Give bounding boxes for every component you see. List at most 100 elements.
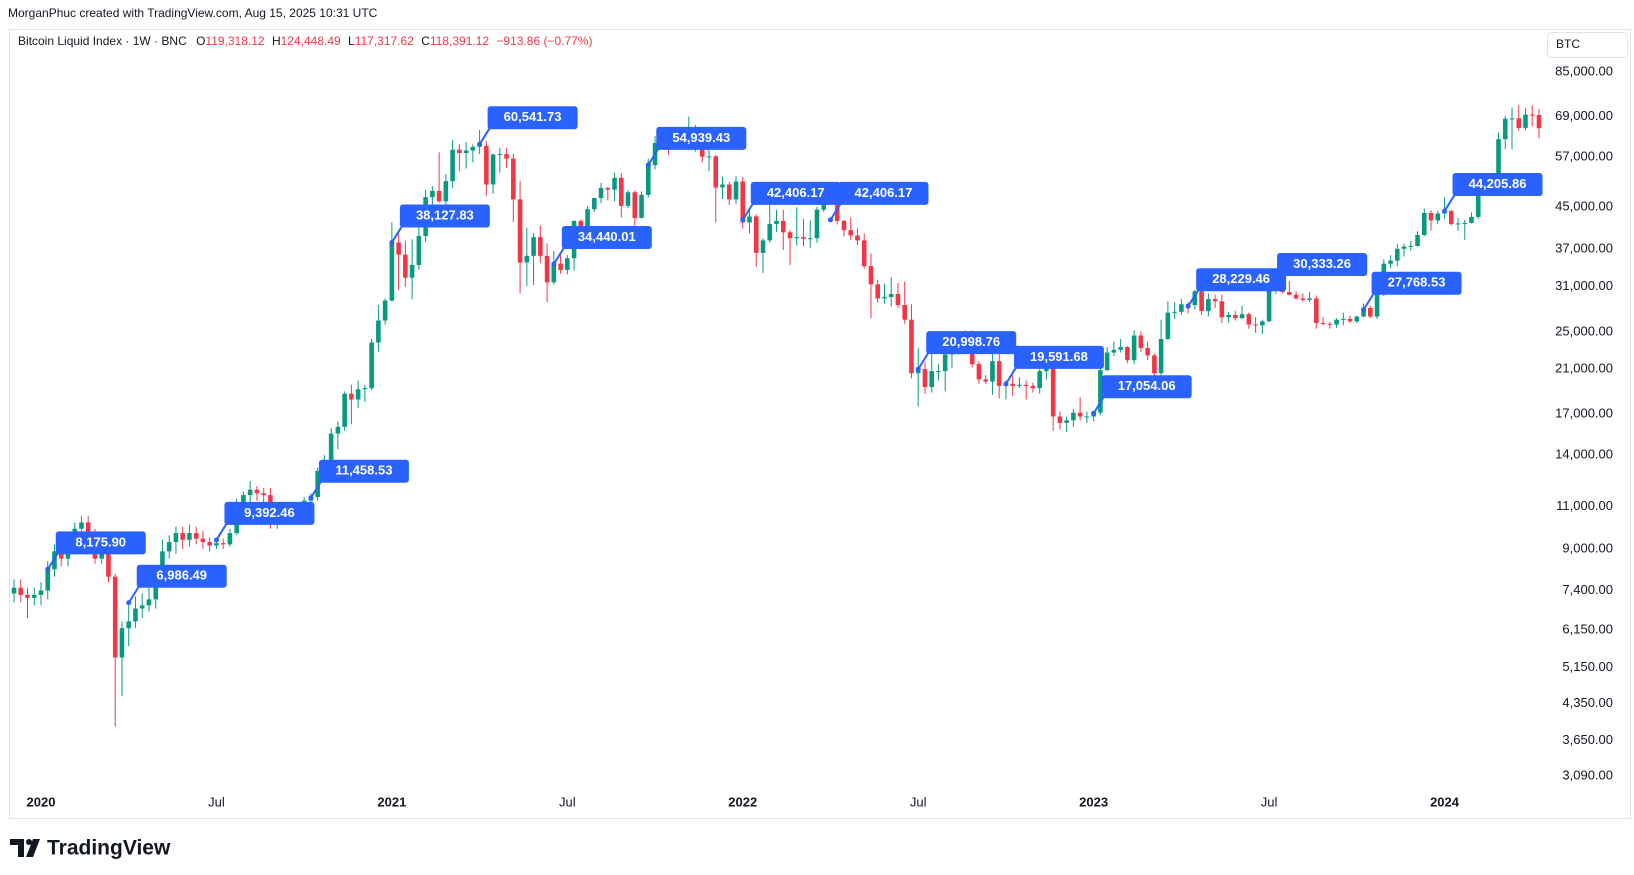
candle-body xyxy=(753,216,759,253)
annotation-label: 44,205.86 xyxy=(1469,176,1527,191)
candle-body xyxy=(1071,412,1076,421)
candle-body xyxy=(38,590,44,595)
candle-body xyxy=(369,342,374,389)
candle-body xyxy=(166,542,172,552)
candle-body xyxy=(1260,321,1265,326)
candle-body xyxy=(598,187,604,199)
candle-body xyxy=(1293,294,1299,299)
candle-body xyxy=(1374,294,1380,317)
annotation-box xyxy=(1196,268,1287,292)
candle-body xyxy=(875,284,881,299)
y-tick-label: 85,000.00 xyxy=(1555,64,1613,79)
candle-body xyxy=(1030,385,1036,389)
x-tick-label: 2021 xyxy=(377,794,406,809)
candle-body xyxy=(942,354,948,372)
candle-body xyxy=(1253,324,1258,326)
candle-body xyxy=(544,255,550,283)
candle-body xyxy=(1509,118,1515,120)
candle-body xyxy=(1010,383,1015,386)
candle-body xyxy=(119,628,125,658)
candle-body xyxy=(1368,308,1373,317)
candle-body xyxy=(1314,298,1319,323)
candle-body xyxy=(922,369,928,388)
y-tick-label: 69,000.00 xyxy=(1555,108,1613,123)
y-tick-label: 31,000.00 xyxy=(1555,278,1613,293)
annotation-box xyxy=(1013,345,1104,369)
candle-body xyxy=(1496,139,1501,178)
candle-body xyxy=(888,294,894,297)
annotation-box xyxy=(1277,253,1368,277)
annotation-leader xyxy=(1362,293,1375,311)
stat-key: H xyxy=(272,34,281,48)
candle-body xyxy=(355,389,361,400)
candle-body xyxy=(490,154,496,185)
candle-body xyxy=(936,371,941,373)
y-tick-label: 9,000.00 xyxy=(1562,540,1613,555)
candle-body xyxy=(1077,412,1083,417)
candle-body xyxy=(106,551,111,577)
y-tick-label: 11,000.00 xyxy=(1556,498,1613,513)
candle-body xyxy=(241,495,246,507)
candle-body xyxy=(929,371,934,388)
candle-body xyxy=(484,145,489,185)
candle-body xyxy=(713,156,719,188)
annotation-box xyxy=(318,459,409,483)
annotation-box xyxy=(224,501,315,525)
x-tick-label: Jul xyxy=(559,794,576,809)
candle-body xyxy=(1428,213,1434,221)
candle-body xyxy=(214,543,219,546)
candle-body xyxy=(1246,314,1252,325)
candle-body xyxy=(1084,416,1090,418)
candle-body xyxy=(1327,323,1333,325)
candle-body xyxy=(720,184,725,188)
candle-body xyxy=(193,533,199,539)
candle-body xyxy=(1408,245,1414,247)
candle-body xyxy=(1219,301,1225,318)
candle-body xyxy=(1233,314,1238,319)
annotation-label: 34,440.01 xyxy=(578,229,636,244)
candle-body xyxy=(895,294,901,306)
candle-body xyxy=(531,237,536,256)
candle-body xyxy=(79,522,84,529)
annotation-leader xyxy=(1443,194,1456,212)
candle-body xyxy=(909,319,914,374)
annotation-leader xyxy=(310,481,322,499)
candle-body xyxy=(1320,322,1326,324)
annotation-leader xyxy=(741,203,754,221)
candle-body xyxy=(511,158,516,200)
candle-body xyxy=(538,237,543,256)
candle-body xyxy=(882,296,887,299)
candle-body xyxy=(139,605,145,609)
candle-body xyxy=(450,149,455,182)
annotation-box xyxy=(926,331,1017,355)
annotation-label: 9,392.46 xyxy=(244,505,295,520)
candle-body xyxy=(1057,416,1063,423)
candle-body xyxy=(1516,118,1522,128)
annotation-label: 30,333.26 xyxy=(1293,256,1351,271)
annotation-label: 54,939.43 xyxy=(672,130,730,145)
candle-body xyxy=(261,493,266,496)
annotation-leader xyxy=(917,352,930,370)
annotation-label: 60,541.73 xyxy=(504,109,562,124)
candle-body xyxy=(45,569,51,591)
annotation-label: 6,986.49 xyxy=(156,568,207,583)
y-tick-label: 7,400.00 xyxy=(1562,582,1613,597)
candle-body xyxy=(112,576,118,658)
candle-body xyxy=(1172,311,1177,313)
x-tick-label: Jul xyxy=(910,794,927,809)
y-tick-label: 5,150.00 xyxy=(1562,659,1613,674)
candle-body xyxy=(645,165,651,195)
symbol-button-label[interactable]: BTC xyxy=(1556,37,1580,51)
candle-body xyxy=(146,599,152,606)
candle-body xyxy=(1158,338,1164,374)
candle-body xyxy=(1523,114,1528,128)
candle-body xyxy=(180,533,185,540)
y-tick-label: 14,000.00 xyxy=(1555,447,1613,462)
x-tick-label: 2024 xyxy=(1430,794,1460,809)
annotation-box xyxy=(1452,173,1543,197)
candle-body xyxy=(470,146,476,151)
stat-change: −913.86 (−0.77%) xyxy=(496,34,592,48)
candle-body xyxy=(1334,319,1339,325)
candle-body xyxy=(1347,318,1353,322)
symbol-button[interactable] xyxy=(1547,32,1628,58)
